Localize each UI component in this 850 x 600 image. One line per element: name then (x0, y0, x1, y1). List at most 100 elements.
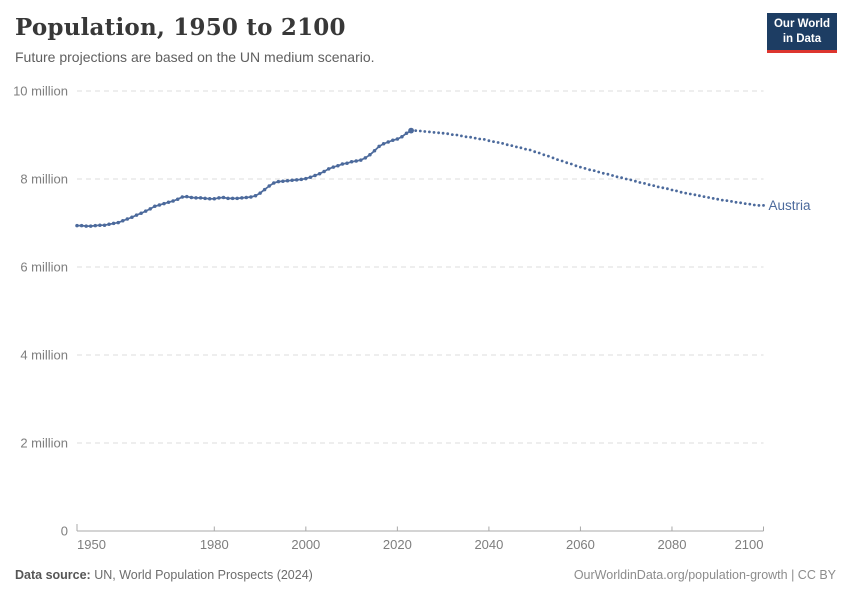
history-data-point (148, 207, 152, 211)
history-data-point (79, 223, 84, 228)
projection-dot (629, 178, 633, 182)
history-data-point (189, 195, 194, 200)
history-data-point (88, 224, 93, 228)
series-end-label: Austria (769, 198, 812, 213)
projection-dot (743, 202, 747, 206)
owid-credit-link[interactable]: OurWorldinData.org/population-growth | C… (573, 568, 836, 582)
projection-dot (601, 171, 605, 175)
projection-dot (428, 130, 431, 134)
projection-dot (707, 196, 710, 199)
chart-header: Population, 1950 to 2100 Future projecti… (15, 14, 375, 65)
projection-dot (656, 185, 660, 189)
page-title: Population, 1950 to 2100 (15, 14, 346, 41)
history-data-point (262, 187, 267, 192)
projection-dot (519, 146, 523, 150)
history-data-point (175, 197, 180, 201)
projection-dot (634, 179, 637, 183)
history-data-point (162, 201, 166, 206)
history-data-point (281, 179, 285, 183)
projection-dot (565, 161, 569, 165)
projection-dot (473, 136, 477, 140)
projection-dot (752, 203, 756, 207)
projection-dot (510, 144, 514, 148)
projection-dot (437, 131, 440, 135)
projection-dot (537, 151, 541, 155)
projection-dot (711, 197, 715, 200)
projection-dot (762, 204, 765, 207)
projection-dot (487, 139, 491, 143)
history-data-point (116, 220, 120, 225)
projection-dot (496, 141, 500, 144)
y-axis-tick-label: 4 million (20, 348, 68, 363)
projection-dot (638, 181, 642, 184)
history-data-point (121, 219, 125, 223)
projection-dot (615, 175, 619, 179)
history-data-point (130, 215, 134, 220)
history-data-point (230, 196, 235, 201)
history-data-point (111, 221, 116, 226)
history-data-point (313, 173, 317, 178)
history-data-point (386, 140, 390, 144)
history-data-point (198, 196, 203, 200)
projection-dot (478, 137, 482, 141)
history-data-point (299, 177, 304, 182)
projection-dot (688, 192, 692, 196)
projection-dot (716, 197, 720, 201)
projection-dot (693, 193, 697, 197)
projection-dot (597, 170, 601, 174)
history-data-point (212, 197, 217, 201)
projection-dot (574, 164, 578, 168)
projection-dot (725, 199, 729, 203)
history-data-point (171, 199, 175, 203)
data-source-note: Data source: UN, World Population Prospe… (15, 568, 313, 582)
x-axis-tick-label: 2020 (383, 537, 412, 552)
history-data-point (317, 171, 322, 176)
x-axis-tick-label: 1950 (77, 537, 106, 552)
history-data-point (249, 195, 253, 199)
history-data-point (377, 144, 381, 149)
history-data-point (340, 162, 345, 166)
y-axis-tick-label: 10 million (13, 84, 68, 99)
owid-logo-line1: Our World (773, 18, 830, 30)
projection-dot (579, 165, 582, 169)
history-data-point (93, 223, 98, 228)
history-data-point (267, 184, 271, 188)
projection-dot (464, 135, 468, 139)
history-data-point (102, 223, 107, 227)
projection-dot (652, 184, 656, 188)
projection-dot (469, 135, 472, 139)
history-data-point (180, 195, 185, 199)
x-axis-tick-label: 2040 (474, 537, 503, 552)
history-data-point (363, 156, 368, 160)
history-data-point (336, 164, 340, 168)
history-data-point (207, 197, 212, 201)
projection-dot (698, 194, 701, 198)
projection-dot (414, 129, 418, 133)
history-data-point (203, 196, 207, 201)
x-axis-tick-label: 2000 (291, 537, 320, 552)
history-data-point (368, 153, 372, 157)
owid-logo[interactable]: Our World in Data (766, 13, 837, 53)
history-data-point (253, 193, 258, 198)
projection-dot (730, 200, 733, 203)
history-data-point (395, 137, 400, 141)
history-data-point (272, 181, 276, 185)
projection-dot (441, 131, 445, 135)
history-data-point (400, 135, 404, 139)
projection-dot (624, 177, 628, 181)
projection-dot (560, 159, 564, 163)
x-axis-tick-label: 2060 (566, 537, 595, 552)
history-end-marker (408, 127, 414, 134)
projection-dot (666, 187, 669, 191)
projection-dot (492, 140, 495, 144)
projection-dot (583, 167, 587, 170)
projection-dot (739, 201, 742, 205)
projection-dot (748, 202, 752, 206)
projection-dot (460, 134, 463, 138)
projection-dot (423, 130, 427, 133)
projection-dot (446, 132, 450, 136)
x-axis-tick-label: 2100 (735, 537, 764, 552)
projection-dot (569, 162, 573, 166)
